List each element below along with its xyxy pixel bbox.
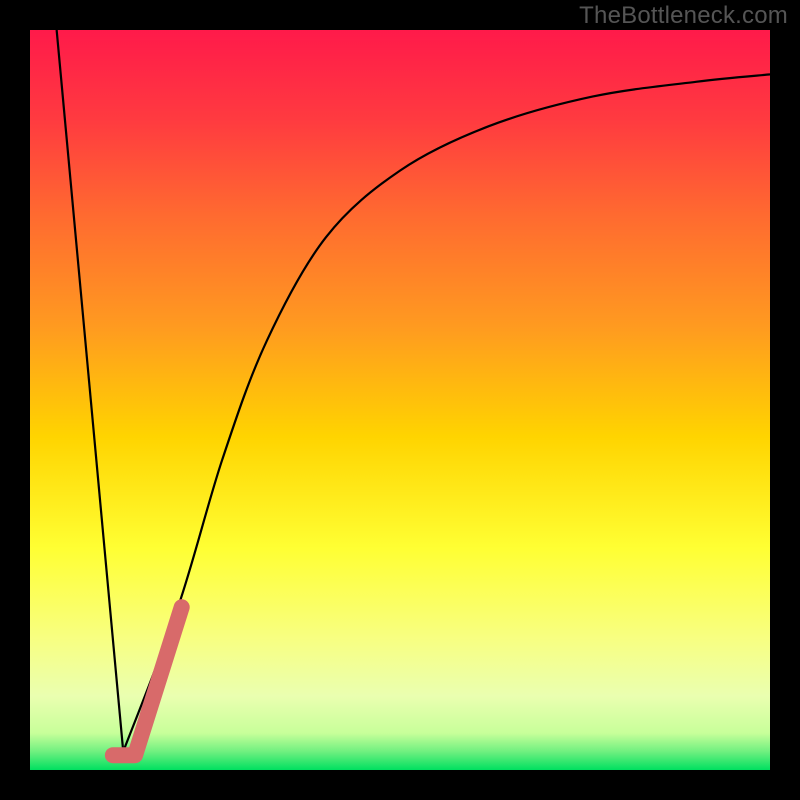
gradient-plot-area <box>30 30 770 770</box>
bottleneck-chart <box>0 0 800 800</box>
watermark-label: TheBottleneck.com <box>579 2 788 30</box>
chart-container: TheBottleneck.com <box>0 0 800 800</box>
